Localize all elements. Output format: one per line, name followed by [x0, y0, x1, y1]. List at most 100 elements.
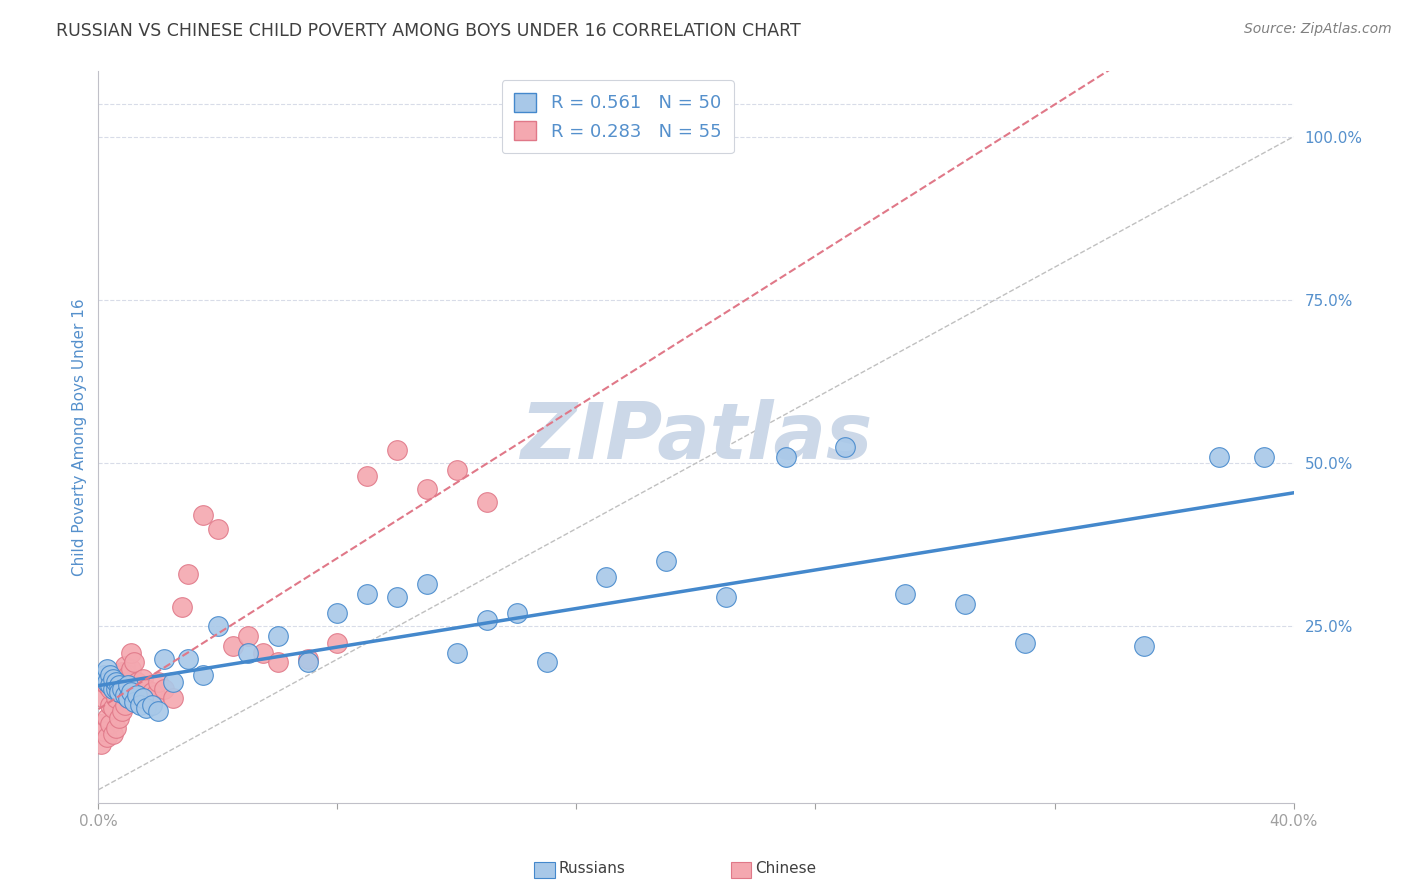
- Point: [105, 691, 128, 706]
- Point: [132, 691, 155, 706]
- Point: [297, 652, 319, 666]
- Point: [356, 469, 378, 483]
- Point: [416, 577, 439, 591]
- Point: [111, 681, 134, 696]
- Point: [143, 688, 166, 702]
- Point: [98, 717, 122, 731]
- Point: [120, 685, 142, 699]
- Text: RUSSIAN VS CHINESE CHILD POVERTY AMONG BOYS UNDER 16 CORRELATION CHART: RUSSIAN VS CHINESE CHILD POVERTY AMONG B…: [56, 22, 801, 40]
- Point: [108, 685, 131, 699]
- Text: Source: ZipAtlas.com: Source: ZipAtlas.com: [1244, 22, 1392, 37]
- Text: ZIPatlas: ZIPatlas: [520, 399, 872, 475]
- Point: [124, 695, 146, 709]
- Point: [111, 705, 134, 719]
- Point: [135, 681, 157, 696]
- Point: [90, 737, 112, 751]
- Point: [96, 711, 118, 725]
- Point: [114, 698, 136, 712]
- Point: [775, 450, 797, 464]
- Point: [103, 672, 125, 686]
- Point: [148, 705, 170, 719]
- Point: [124, 681, 146, 696]
- Point: [141, 698, 163, 712]
- Point: [416, 483, 439, 497]
- Point: [111, 681, 134, 696]
- Point: [103, 678, 125, 692]
- Point: [129, 681, 152, 696]
- Point: [1014, 636, 1036, 650]
- Point: [252, 646, 274, 660]
- Point: [595, 570, 617, 584]
- Point: [162, 691, 184, 706]
- Point: [103, 701, 125, 715]
- Point: [117, 691, 139, 706]
- Point: [894, 587, 917, 601]
- Y-axis label: Child Poverty Among Boys Under 16: Child Poverty Among Boys Under 16: [72, 298, 87, 576]
- Point: [108, 685, 131, 699]
- Point: [834, 440, 856, 454]
- Point: [114, 688, 136, 702]
- Point: [207, 521, 229, 535]
- Point: [114, 658, 136, 673]
- Point: [222, 639, 245, 653]
- Point: [475, 613, 498, 627]
- Point: [93, 723, 115, 738]
- Point: [105, 675, 128, 690]
- Point: [446, 646, 468, 660]
- Point: [96, 675, 118, 690]
- Point: [135, 701, 157, 715]
- Point: [153, 652, 176, 666]
- Point: [1208, 450, 1230, 464]
- Point: [148, 675, 170, 690]
- Point: [98, 668, 122, 682]
- Point: [98, 681, 122, 696]
- Point: [714, 590, 737, 604]
- Point: [326, 607, 349, 621]
- Point: [207, 619, 229, 633]
- Point: [127, 688, 149, 702]
- Point: [93, 691, 115, 706]
- Point: [120, 646, 142, 660]
- Point: [98, 678, 122, 692]
- Point: [90, 717, 112, 731]
- Point: [655, 554, 678, 568]
- Point: [475, 495, 498, 509]
- Legend: R = 0.561   N = 50, R = 0.283   N = 55: R = 0.561 N = 50, R = 0.283 N = 55: [502, 80, 734, 153]
- Point: [172, 599, 194, 614]
- Point: [111, 665, 134, 680]
- Point: [96, 662, 118, 676]
- Point: [124, 656, 146, 670]
- Point: [114, 675, 136, 690]
- Point: [162, 675, 184, 690]
- Point: [117, 691, 139, 706]
- Point: [108, 678, 131, 692]
- Point: [297, 656, 319, 670]
- Point: [132, 672, 155, 686]
- Point: [506, 607, 529, 621]
- Point: [356, 587, 378, 601]
- Point: [108, 668, 131, 682]
- Point: [98, 698, 122, 712]
- Point: [177, 567, 200, 582]
- Point: [93, 668, 115, 682]
- Point: [953, 597, 976, 611]
- Point: [1133, 639, 1156, 653]
- Point: [267, 656, 290, 670]
- Point: [105, 681, 128, 696]
- Point: [103, 681, 125, 696]
- Point: [326, 636, 349, 650]
- Point: [117, 668, 139, 682]
- Point: [385, 590, 409, 604]
- Point: [1253, 450, 1275, 464]
- Point: [120, 662, 142, 676]
- Point: [385, 443, 409, 458]
- Point: [105, 675, 128, 690]
- Point: [96, 678, 118, 692]
- Text: Chinese: Chinese: [755, 861, 815, 876]
- Point: [129, 698, 152, 712]
- Point: [191, 668, 214, 682]
- Point: [536, 656, 558, 670]
- Point: [127, 675, 149, 690]
- Point: [236, 629, 259, 643]
- Point: [141, 685, 163, 699]
